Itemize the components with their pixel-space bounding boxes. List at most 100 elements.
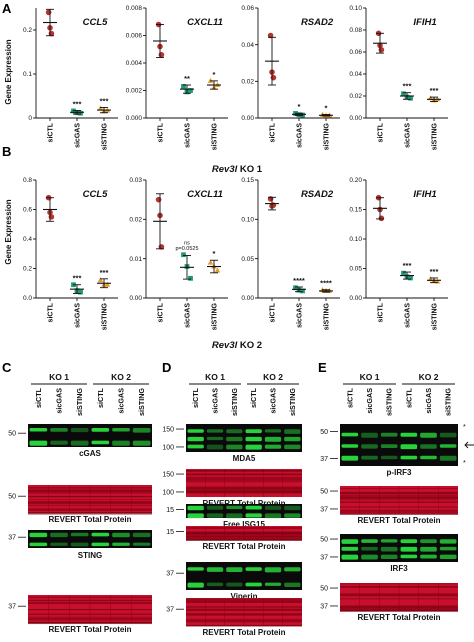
y-tick-label: 0.10 — [349, 5, 362, 12]
blot-label: p-IRF3 — [387, 468, 412, 477]
mw-marker: 50 — [8, 494, 16, 501]
y-tick-label: 0.00 — [349, 115, 362, 122]
blot-membrane — [340, 424, 458, 466]
blot-label: REVERT Total Protein — [358, 613, 441, 622]
protein-band — [226, 567, 243, 572]
y-tick-label: 0.03 — [129, 177, 142, 184]
protein-band — [132, 440, 151, 446]
protein-band — [91, 427, 110, 432]
data-point — [158, 51, 165, 58]
protein-band — [284, 582, 301, 588]
blot-membrane — [340, 534, 458, 562]
protein-band — [400, 554, 418, 559]
y-tick-label: 0.4 — [23, 236, 32, 243]
ylabel-b: Gene Expression — [4, 199, 13, 264]
lane-label: siCTL — [249, 387, 258, 408]
y-tick-label: 0.02 — [241, 79, 254, 86]
y-tick-label: 0.10 — [349, 236, 362, 243]
blot-label: REVERT Total Protein — [358, 516, 441, 525]
y-tick-label: 0.008 — [126, 5, 143, 12]
protein-band — [50, 427, 68, 432]
significance-label: *** — [430, 86, 439, 95]
mw-marker: 50 — [320, 586, 328, 593]
x-tick-label: sicGAS — [185, 303, 192, 328]
data-point — [378, 47, 385, 53]
mw-marker: 37 — [8, 604, 16, 611]
x-tick-label: siSTING — [212, 302, 219, 330]
blot-revert-total-protein: 50 REVERT Total Protein — [8, 485, 152, 524]
protein-band — [132, 542, 151, 546]
y-tick-label: 0.05 — [241, 256, 254, 263]
protein-band — [206, 582, 224, 587]
protein-band — [226, 444, 243, 450]
panel-b-title-italic: Rev3l — [212, 164, 238, 175]
protein-band — [439, 432, 457, 438]
y-tick-label: 0.002 — [126, 88, 143, 95]
panel-label-c: C — [2, 360, 12, 375]
gene-label: CCL5 — [83, 17, 109, 28]
protein-band — [284, 436, 301, 442]
x-tick-label: siSTING — [432, 122, 439, 150]
protein-band — [439, 546, 457, 551]
mw-marker: 15 — [166, 529, 174, 536]
blot-revert-total-protein: 150 100 REVERT Total Protein — [162, 469, 302, 508]
protein-band — [28, 622, 152, 625]
x-tick-label: sicGAS — [297, 123, 304, 148]
y-tick-label: 0.6 — [23, 207, 32, 214]
x-tick-label: siSTING — [324, 302, 331, 330]
protein-band — [187, 505, 204, 511]
chart-b-ifih1: 0.00 0.05 0.10 0.15 0.20 IFIH1 siCTL sicGAS *** s… — [349, 177, 448, 330]
mw-marker: 50 — [320, 429, 328, 436]
y-tick-label: 0.004 — [126, 60, 143, 67]
mw-marker: 37 — [166, 607, 174, 614]
x-tick-label: siCTL — [158, 122, 165, 142]
protein-band — [206, 436, 224, 441]
protein-band — [420, 554, 437, 559]
protein-band — [341, 539, 359, 544]
protein-band — [226, 429, 243, 434]
protein-band — [439, 455, 457, 461]
mw-marker: 50 — [320, 489, 328, 496]
mw-marker: 37 — [320, 603, 328, 610]
protein-band — [264, 582, 282, 586]
y-tick-label: 0 — [28, 115, 32, 122]
mw-marker: 100 — [162, 444, 174, 451]
protein-band — [420, 455, 437, 460]
protein-band — [206, 513, 224, 518]
lane-label: siSTING — [444, 388, 453, 416]
mw-marker: 15 — [166, 507, 174, 514]
protein-band — [420, 432, 437, 438]
significance-label: *** — [73, 100, 82, 109]
lane-label: siCTL — [404, 387, 413, 408]
gene-label: CCL5 — [83, 189, 109, 200]
protein-band — [206, 444, 224, 450]
y-tick-label: 0.8 — [23, 177, 32, 184]
mw-marker: 150 — [162, 472, 174, 479]
data-point — [97, 277, 104, 283]
protein-band — [245, 567, 262, 571]
blot-p-irf3: 50 37 * * p-IRF3 — [320, 424, 474, 477]
protein-band — [361, 554, 378, 560]
data-point — [207, 259, 214, 265]
mw-marker: 37 — [320, 554, 328, 561]
significance-label: * — [213, 70, 216, 79]
data-point — [78, 110, 83, 116]
significance-label: *** — [100, 96, 109, 105]
y-tick-label: 0.02 — [349, 93, 362, 100]
protein-band — [245, 513, 262, 518]
panel-label-d: D — [162, 360, 171, 375]
blot-label: cGAS — [79, 449, 101, 458]
y-tick-label: 0.00 — [129, 295, 142, 302]
data-point — [188, 88, 193, 93]
chart-a-ifih1: 0.00 0.02 0.04 0.06 0.08 0.10 IFIH1 siCTL sicGAS… — [349, 5, 448, 150]
protein-band — [341, 432, 359, 437]
mw-marker: 37 — [8, 535, 16, 542]
blot-membrane — [186, 424, 302, 452]
protein-band — [70, 440, 89, 446]
lane-label: sicGAS — [365, 388, 374, 414]
y-tick-label: 0.15 — [349, 207, 362, 214]
protein-band — [226, 513, 243, 519]
blots-title: Rev3l KO 2 — [212, 340, 262, 351]
blot-label: REVERT Total Protein — [203, 542, 286, 551]
